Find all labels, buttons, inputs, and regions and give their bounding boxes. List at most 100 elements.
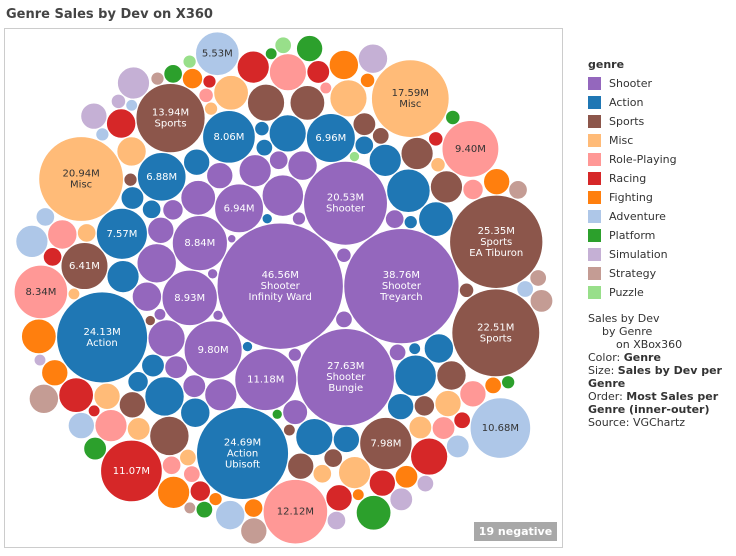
bubble	[431, 416, 456, 440]
bubble	[295, 418, 334, 456]
bubble	[359, 72, 376, 88]
bubble	[372, 127, 390, 145]
bubble	[445, 109, 461, 126]
bubble	[416, 474, 435, 493]
bubble	[77, 223, 97, 243]
bubble	[182, 374, 207, 398]
bubble	[434, 390, 462, 417]
legend-label: Puzzle	[609, 286, 644, 299]
bubble	[287, 150, 318, 181]
legend-label: Strategy	[609, 267, 657, 280]
bubble	[80, 102, 108, 130]
bubble	[332, 425, 360, 453]
bubble-label: 10.68M	[482, 423, 519, 434]
bubble	[462, 178, 484, 201]
bubble-label: 22.51M	[477, 322, 514, 333]
bubble	[123, 172, 138, 187]
bubble	[33, 353, 47, 367]
bubble	[289, 85, 326, 121]
bubble-label: 6.88M	[146, 172, 177, 183]
legend-label: Misc	[609, 134, 634, 147]
bubble	[469, 397, 531, 459]
bubble	[161, 455, 182, 475]
bubble-label: Action	[227, 448, 258, 459]
bubble	[147, 319, 186, 358]
legend-item: Sports	[588, 112, 733, 131]
bubble-label: 25.35M	[478, 226, 515, 237]
bubble	[21, 318, 57, 355]
bubble	[355, 495, 392, 531]
bubble	[408, 415, 433, 440]
bubble	[60, 242, 109, 290]
note-line: by Genre	[602, 325, 653, 338]
bubble-label: 6.41M	[69, 261, 100, 272]
legend-swatch	[588, 172, 601, 185]
bubble	[408, 342, 421, 355]
bubble	[240, 517, 268, 545]
bubble	[254, 121, 270, 137]
bubble-label: 6.96M	[315, 133, 346, 144]
bubble	[484, 376, 502, 395]
bubble	[93, 382, 121, 410]
bubble	[161, 269, 218, 326]
bubble-label: Sports	[480, 237, 512, 248]
bubble-label: Shooter	[326, 372, 366, 383]
bubble	[47, 219, 78, 250]
bubble	[35, 207, 55, 227]
bubble	[264, 47, 278, 61]
legend-swatch	[588, 153, 601, 166]
note-field: Order: Most Sales per Genre (inner-outer…	[588, 390, 733, 416]
bubble	[56, 291, 148, 384]
legend-item: Simulation	[588, 245, 733, 264]
bubble	[183, 465, 201, 483]
bubble	[274, 36, 292, 54]
bubble	[326, 510, 347, 531]
bubble	[13, 264, 69, 319]
legend-item: Adventure	[588, 207, 733, 226]
note-line: Sales by Dev	[588, 312, 660, 325]
bubble	[394, 465, 419, 489]
bubble	[403, 215, 418, 230]
bubble	[236, 50, 270, 84]
side-panel: genre Shooter Action Sports Misc Role-Playin…	[588, 58, 733, 429]
bubble	[214, 183, 264, 234]
bubble-label: 9.80M	[198, 345, 229, 356]
bubble	[436, 360, 467, 391]
bubble	[242, 341, 253, 353]
bubble	[179, 448, 197, 467]
bubble	[106, 108, 137, 139]
bubble-label: 24.13M	[83, 327, 120, 338]
bubble	[357, 43, 388, 74]
bubble	[261, 213, 273, 225]
bubble	[227, 234, 237, 244]
bubble	[163, 64, 183, 84]
bubble	[38, 136, 124, 222]
bubble	[292, 211, 306, 226]
bubble	[204, 101, 219, 116]
bubble-label: 6.94M	[224, 203, 255, 214]
bubble	[106, 260, 140, 293]
bubble	[418, 201, 454, 237]
bubble	[116, 136, 147, 167]
bubble	[153, 308, 167, 321]
bubble	[171, 215, 228, 272]
legend-item: Platform	[588, 226, 733, 245]
bubble	[181, 68, 204, 90]
bubble	[296, 328, 395, 427]
bubble	[394, 354, 437, 397]
legend-swatch	[588, 134, 601, 147]
bubble	[459, 380, 487, 408]
bubble	[67, 412, 95, 440]
note-field-value: Sales by Dev per Genre	[588, 364, 722, 390]
bubble-label: Shooter	[382, 281, 422, 292]
bubble	[303, 160, 388, 246]
bubble	[328, 49, 359, 80]
bubble	[385, 209, 405, 229]
bubble	[28, 383, 59, 414]
legend-swatch	[588, 191, 601, 204]
bubble	[371, 59, 450, 138]
bubble	[388, 343, 407, 362]
legend-label: Adventure	[609, 210, 666, 223]
bubble	[127, 371, 149, 393]
bubble	[287, 452, 315, 480]
